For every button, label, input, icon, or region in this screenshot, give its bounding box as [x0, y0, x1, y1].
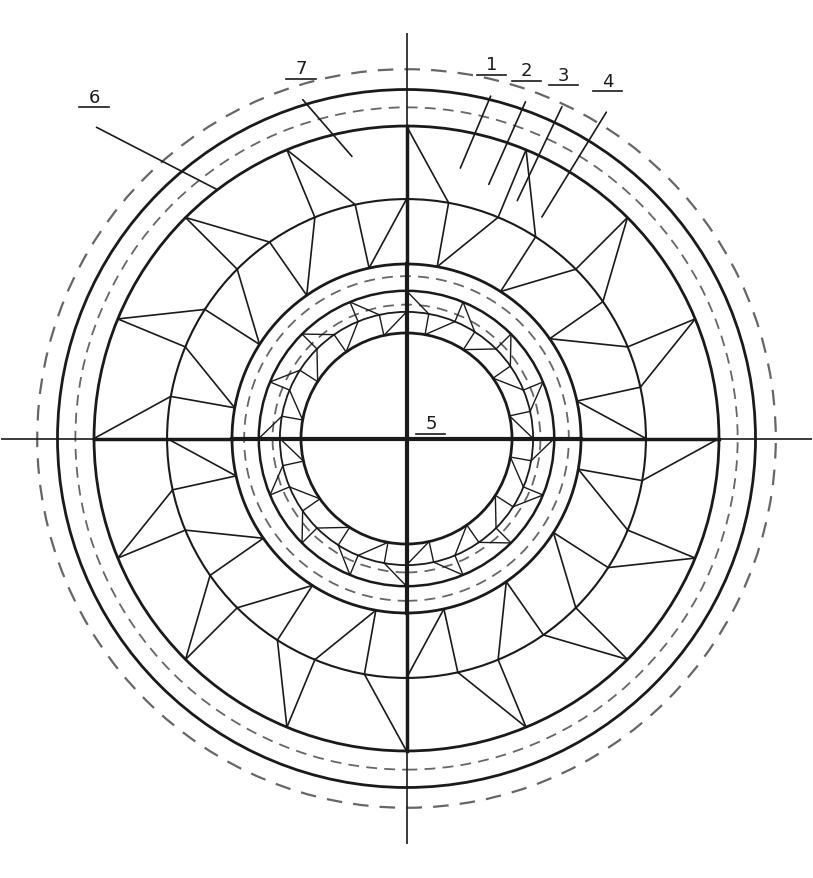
- Text: 3: 3: [558, 67, 569, 85]
- Text: 4: 4: [602, 72, 614, 90]
- Text: 1: 1: [486, 56, 498, 74]
- Text: 6: 6: [89, 89, 100, 106]
- Text: 5: 5: [425, 414, 437, 433]
- Text: 2: 2: [521, 61, 533, 80]
- Text: 7: 7: [295, 61, 307, 78]
